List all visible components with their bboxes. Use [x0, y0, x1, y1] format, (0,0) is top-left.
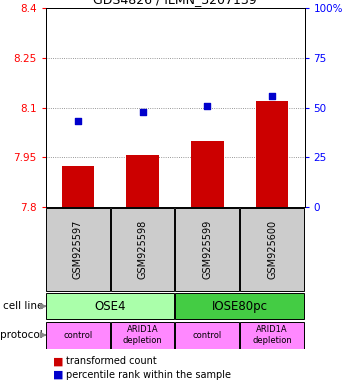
- Text: control: control: [63, 331, 92, 339]
- Text: control: control: [193, 331, 222, 339]
- Title: GDS4826 / ILMN_3207139: GDS4826 / ILMN_3207139: [93, 0, 257, 7]
- Text: cell line: cell line: [2, 301, 43, 311]
- Bar: [62, 166, 94, 207]
- Text: IOSE80pc: IOSE80pc: [212, 300, 268, 313]
- Text: GSM925598: GSM925598: [138, 220, 148, 279]
- Bar: [126, 155, 159, 207]
- Text: GSM925597: GSM925597: [73, 220, 83, 279]
- Text: ARID1A
depletion: ARID1A depletion: [123, 325, 162, 345]
- Text: ■: ■: [52, 369, 63, 380]
- Point: [75, 118, 80, 124]
- Text: GSM925599: GSM925599: [202, 220, 212, 279]
- Text: OSE4: OSE4: [94, 300, 126, 313]
- Point: [140, 108, 146, 114]
- Bar: [191, 141, 224, 207]
- Bar: [256, 101, 288, 207]
- Bar: [111, 321, 174, 349]
- Text: GSM925600: GSM925600: [267, 220, 277, 279]
- Bar: [111, 208, 174, 291]
- Point: [270, 93, 275, 99]
- Text: protocol: protocol: [0, 330, 43, 340]
- Bar: [46, 208, 110, 291]
- Text: transformed count: transformed count: [66, 356, 157, 366]
- Point: [204, 103, 210, 109]
- Bar: [175, 321, 239, 349]
- Text: ■: ■: [52, 356, 63, 366]
- Bar: [240, 321, 304, 349]
- Bar: [46, 321, 110, 349]
- Bar: [46, 293, 174, 319]
- Text: percentile rank within the sample: percentile rank within the sample: [66, 369, 231, 380]
- Bar: [175, 293, 304, 319]
- Text: ARID1A
depletion: ARID1A depletion: [252, 325, 292, 345]
- Bar: [175, 208, 239, 291]
- Bar: [240, 208, 304, 291]
